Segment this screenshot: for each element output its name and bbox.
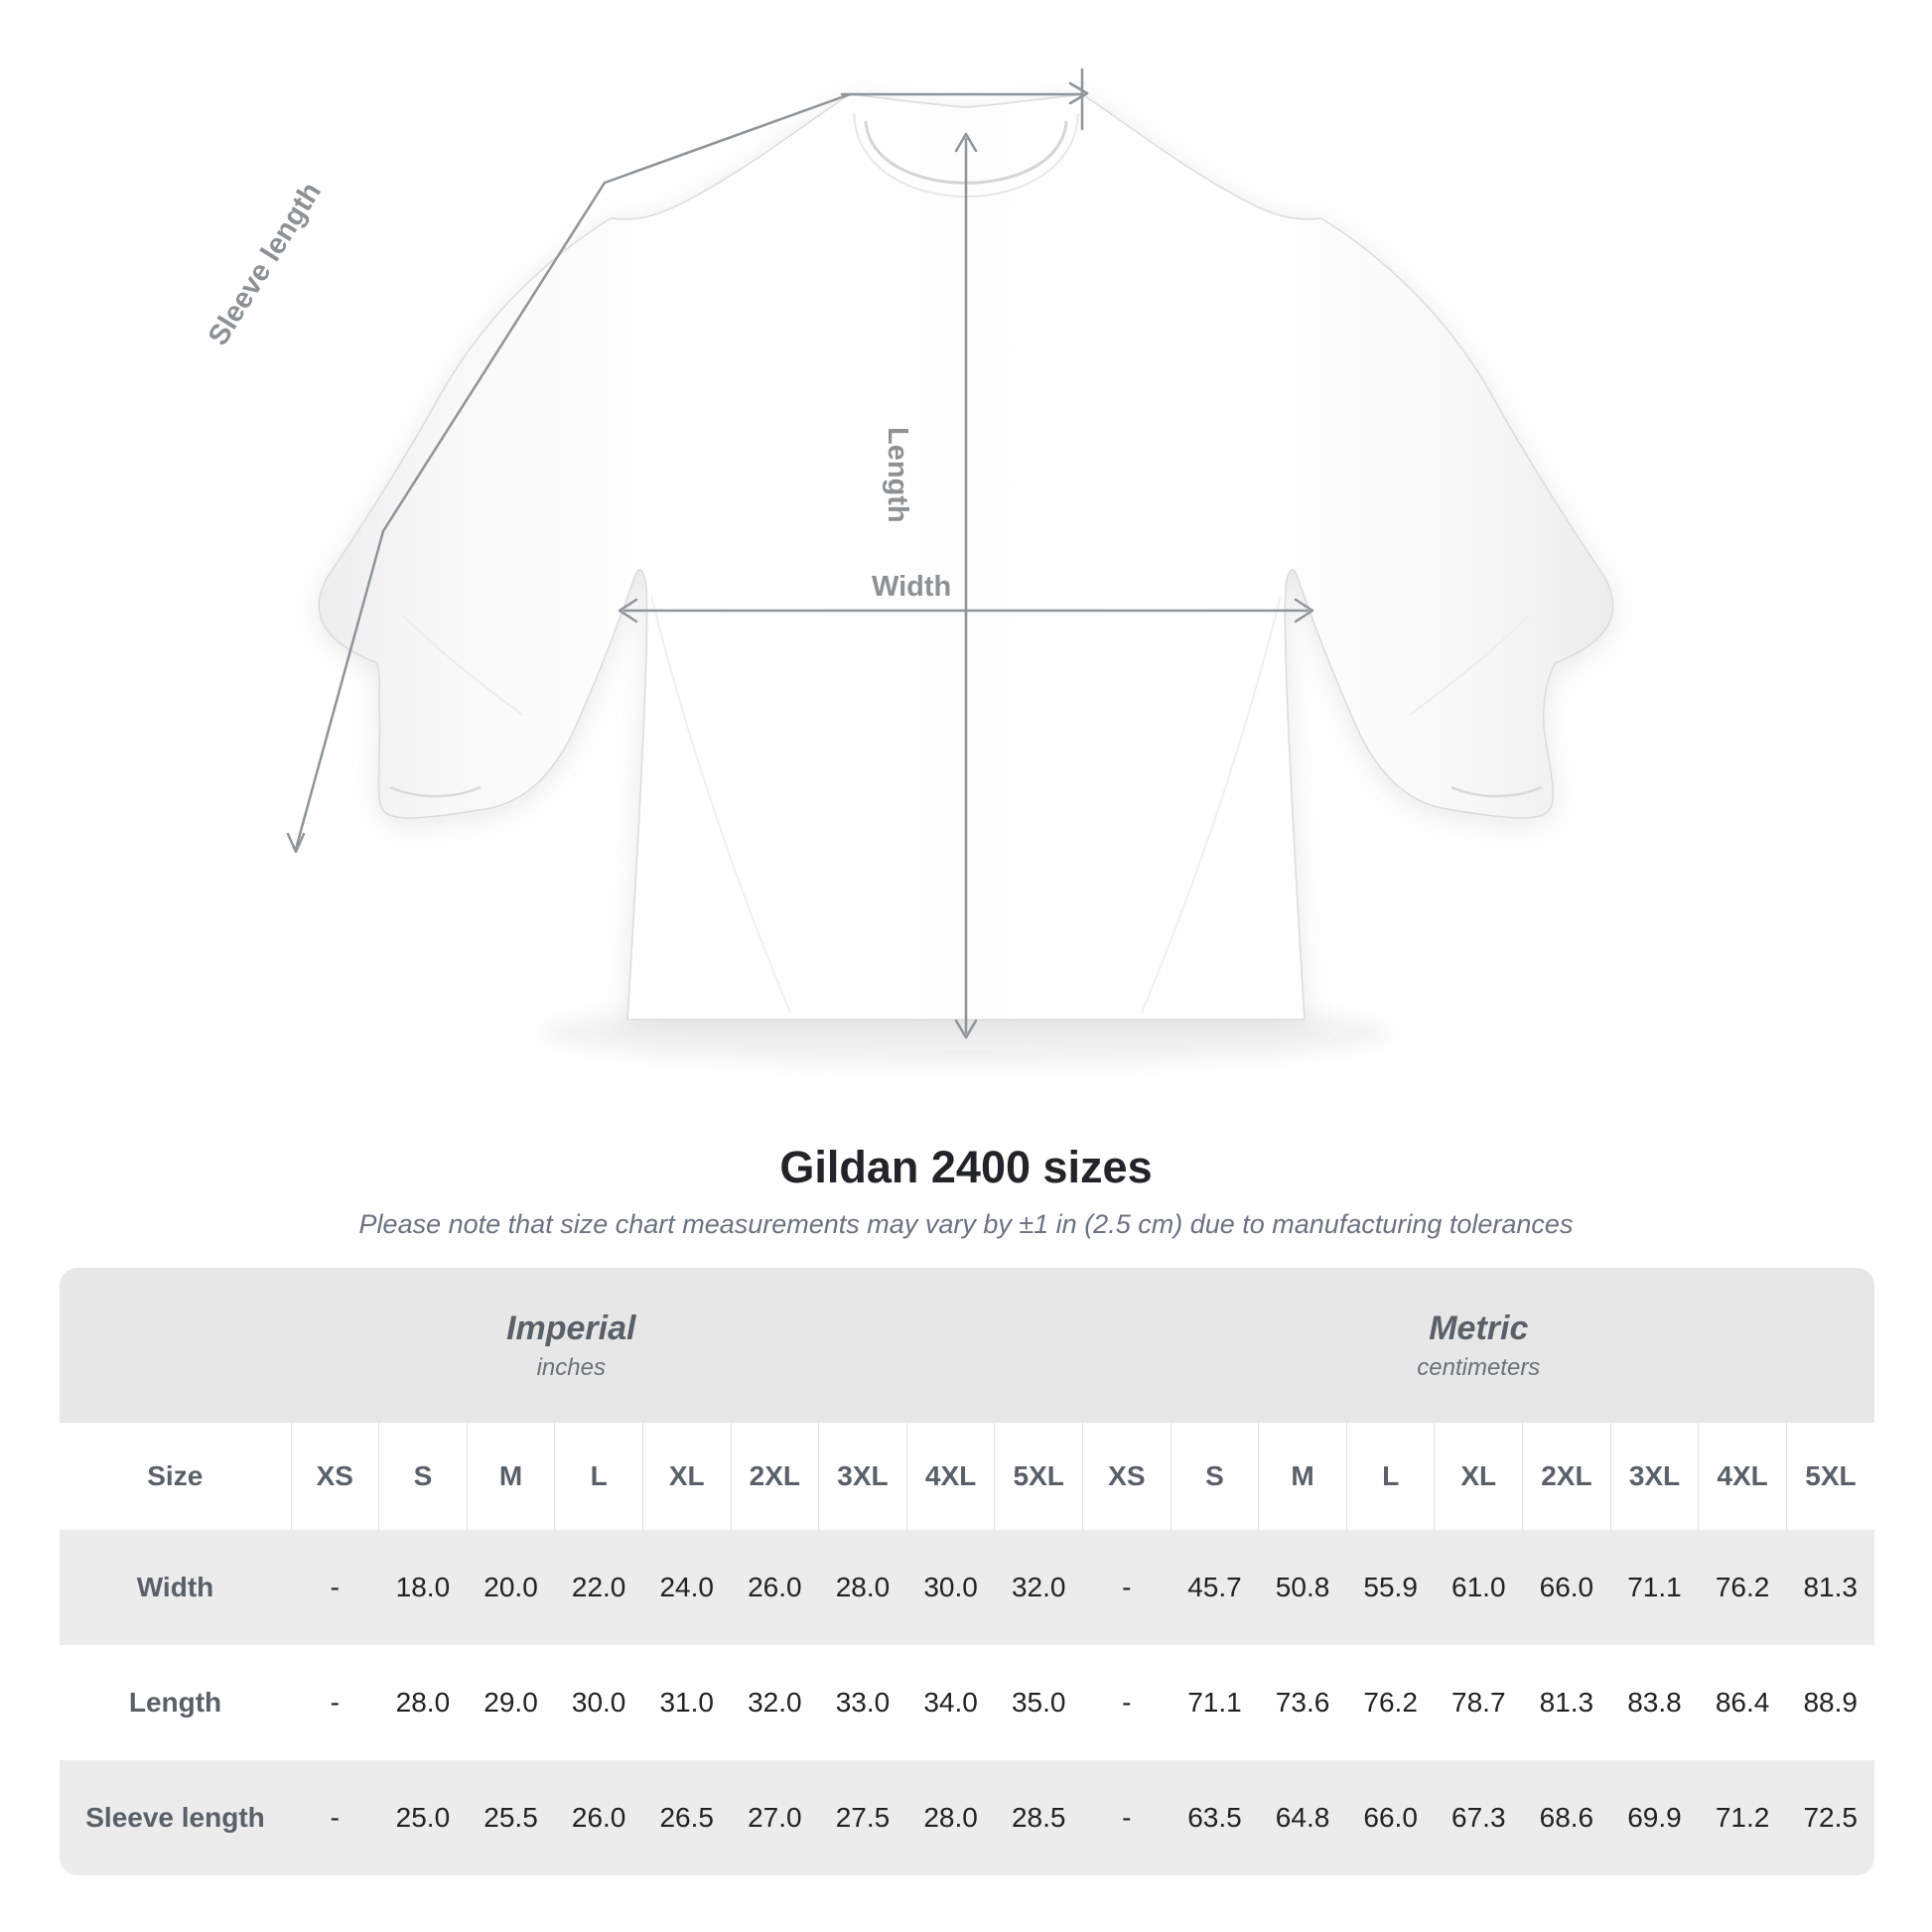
svg-text:Width: Width xyxy=(872,571,951,603)
svg-text:Sleeve length: Sleeve length xyxy=(203,177,328,351)
svg-text:Length: Length xyxy=(882,427,913,523)
